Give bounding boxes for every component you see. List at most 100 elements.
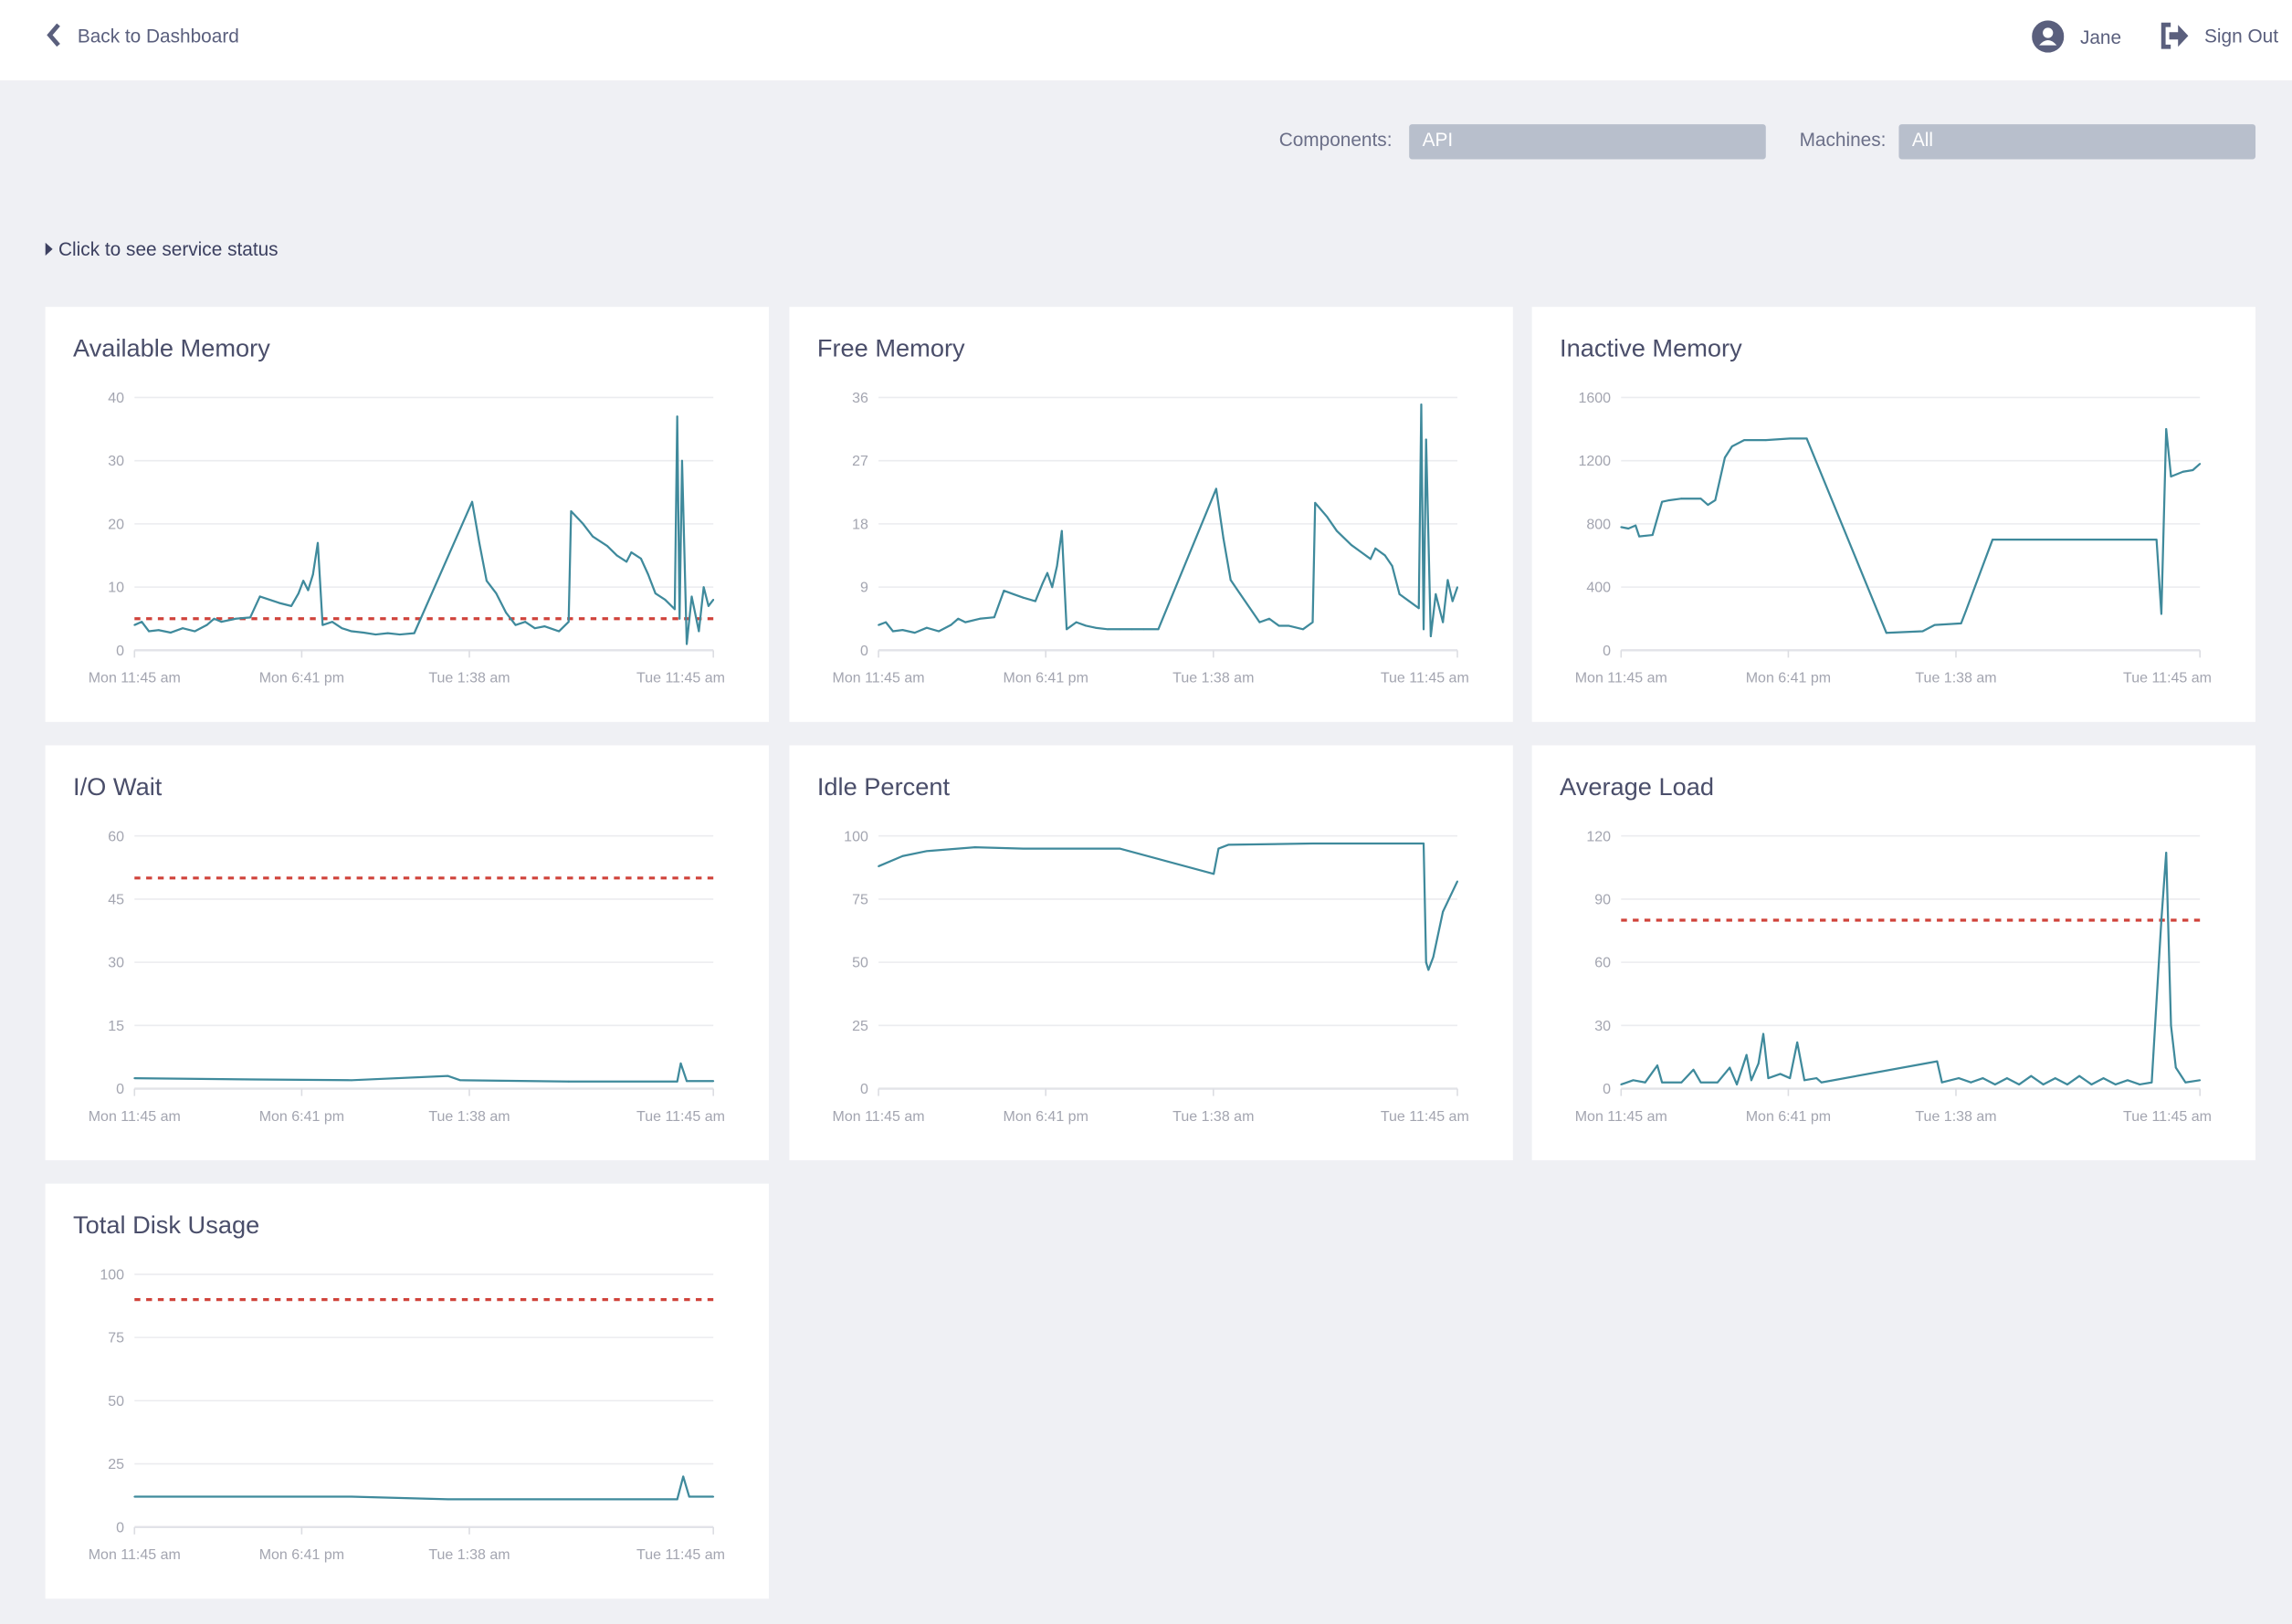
y-tick-label: 45 <box>108 892 124 907</box>
data-point <box>2054 1077 2056 1080</box>
data-point <box>447 1498 449 1501</box>
y-tick-label: 30 <box>108 454 124 469</box>
data-point <box>1936 1060 1939 1063</box>
x-tick-label: Mon 6:41 pm <box>1746 1109 1831 1125</box>
y-tick-label: 75 <box>108 1331 124 1346</box>
chart-title: Free Memory <box>816 334 965 362</box>
data-point <box>1423 628 1425 631</box>
chart-title: Average Load <box>1560 772 1715 802</box>
data-point <box>307 589 310 592</box>
series-line <box>878 403 1459 638</box>
x-tick-label: Mon 11:45 am <box>833 671 925 686</box>
data-point <box>341 627 343 630</box>
data-point <box>2199 1079 2202 1082</box>
y-tick-label: 25 <box>108 1457 124 1472</box>
data-point <box>1940 1081 1943 1084</box>
x-tick-label: Mon 6:41 pm <box>1746 671 1831 686</box>
data-point <box>1311 843 1314 844</box>
data-point <box>570 509 573 512</box>
data-point <box>485 580 488 582</box>
data-point <box>1992 539 1994 541</box>
data-point <box>1142 628 1145 631</box>
data-point <box>1075 621 1078 623</box>
x-tick-label: Mon 6:41 pm <box>259 671 344 686</box>
data-point <box>1656 1064 1658 1067</box>
data-point <box>1442 910 1445 913</box>
data-point <box>1993 1083 1996 1085</box>
data-point <box>582 522 584 525</box>
user-menu[interactable]: Jane <box>2032 20 2121 53</box>
machines-select[interactable]: All <box>1898 124 2256 160</box>
data-point <box>1456 586 1458 589</box>
data-point <box>133 1077 136 1080</box>
data-point <box>1680 1081 1683 1084</box>
service-status-toggle[interactable]: Click to see service status <box>45 238 279 260</box>
y-tick-label: 15 <box>108 1019 124 1034</box>
data-point <box>351 1079 352 1082</box>
data-point <box>533 627 536 630</box>
y-tick-label: 9 <box>860 581 868 596</box>
data-point <box>1779 1073 1782 1075</box>
y-tick-label: 30 <box>1594 1019 1611 1034</box>
y-tick-label: 0 <box>116 644 124 659</box>
back-to-dashboard-link[interactable]: Back to Dashboard <box>46 23 239 47</box>
x-tick-label: Tue 1:38 am <box>1172 1109 1254 1125</box>
data-point <box>1417 607 1420 610</box>
data-point <box>2090 1083 2093 1085</box>
data-point <box>1432 956 1435 959</box>
data-point <box>495 592 498 595</box>
data-point <box>1661 500 1664 503</box>
chart-card: Average Load 0 30 60 90 120 Mon 11:45 am Mon 6:… <box>1531 745 2256 1161</box>
data-point <box>1119 847 1121 850</box>
data-point <box>213 617 216 620</box>
y-tick-label: 10 <box>108 581 124 596</box>
data-point <box>1970 1081 1972 1084</box>
data-point <box>878 623 880 626</box>
x-tick-label: Tue 1:38 am <box>428 1109 510 1125</box>
data-point <box>1013 592 1015 595</box>
data-point <box>413 632 415 634</box>
data-point <box>321 623 324 626</box>
data-point <box>1130 628 1133 631</box>
data-point <box>2170 1024 2172 1027</box>
data-point <box>2150 1081 2153 1084</box>
data-point <box>2139 1083 2141 1085</box>
data-point <box>682 1475 685 1478</box>
sign-out-button[interactable]: Sign Out <box>2159 22 2278 49</box>
data-point <box>1820 1081 1823 1084</box>
data-point <box>302 580 305 582</box>
data-point <box>891 630 894 633</box>
y-tick-label: 90 <box>1594 892 1611 907</box>
data-point <box>1003 590 1005 592</box>
data-point <box>676 1080 678 1083</box>
data-point <box>938 630 941 633</box>
chart-card: Inactive Memory 0 400 800 1200 1600 Mon 11:45 … <box>1531 307 2256 722</box>
data-point <box>558 630 561 633</box>
chart-card: Available Memory 0 10 20 30 40 Mon 11:45 am Mon… <box>45 307 770 722</box>
x-tick-label: Mon 11:45 am <box>89 671 181 686</box>
data-point <box>1425 961 1427 964</box>
y-tick-label: 1200 <box>1578 454 1611 469</box>
data-point <box>351 630 352 633</box>
data-point <box>447 1074 449 1077</box>
x-tick-label: Mon 11:45 am <box>1575 1109 1667 1125</box>
components-select[interactable]: API <box>1409 124 1766 160</box>
data-point <box>1314 501 1317 504</box>
chart-card: Idle Percent 0 25 50 75 100 Mon 11:45 am Mon 6:… <box>789 745 1513 1161</box>
data-point <box>1301 628 1304 631</box>
data-point <box>1736 1083 1739 1085</box>
data-point <box>1627 528 1630 529</box>
data-point <box>1094 626 1097 629</box>
data-point <box>606 545 608 548</box>
top-bar: Back to Dashboard Jane Sign Out <box>0 0 2292 81</box>
data-point <box>1214 487 1217 490</box>
data-point <box>925 850 928 853</box>
x-tick-label: Tue 1:38 am <box>1915 671 1996 686</box>
data-point <box>297 592 300 595</box>
series-line <box>134 1475 714 1501</box>
data-point <box>1743 439 1746 442</box>
user-circle-icon <box>2032 20 2065 53</box>
data-point <box>1638 535 1641 538</box>
chart-card: Free Memory 0 9 18 27 36 Mon 11:45 am Mon 6:41 … <box>789 307 1513 722</box>
data-point <box>2174 1066 2177 1069</box>
